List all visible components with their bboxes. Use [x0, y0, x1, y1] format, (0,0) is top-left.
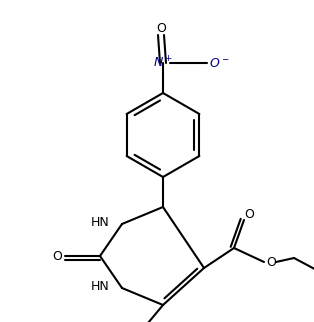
Text: $N^+$: $N^+$ — [153, 55, 173, 71]
Text: O: O — [244, 207, 254, 221]
Text: $O^-$: $O^-$ — [208, 56, 230, 70]
Text: O: O — [156, 22, 166, 34]
Text: O: O — [52, 250, 62, 262]
Text: O: O — [266, 257, 276, 270]
Text: HN: HN — [90, 216, 109, 230]
Text: HN: HN — [90, 280, 109, 293]
